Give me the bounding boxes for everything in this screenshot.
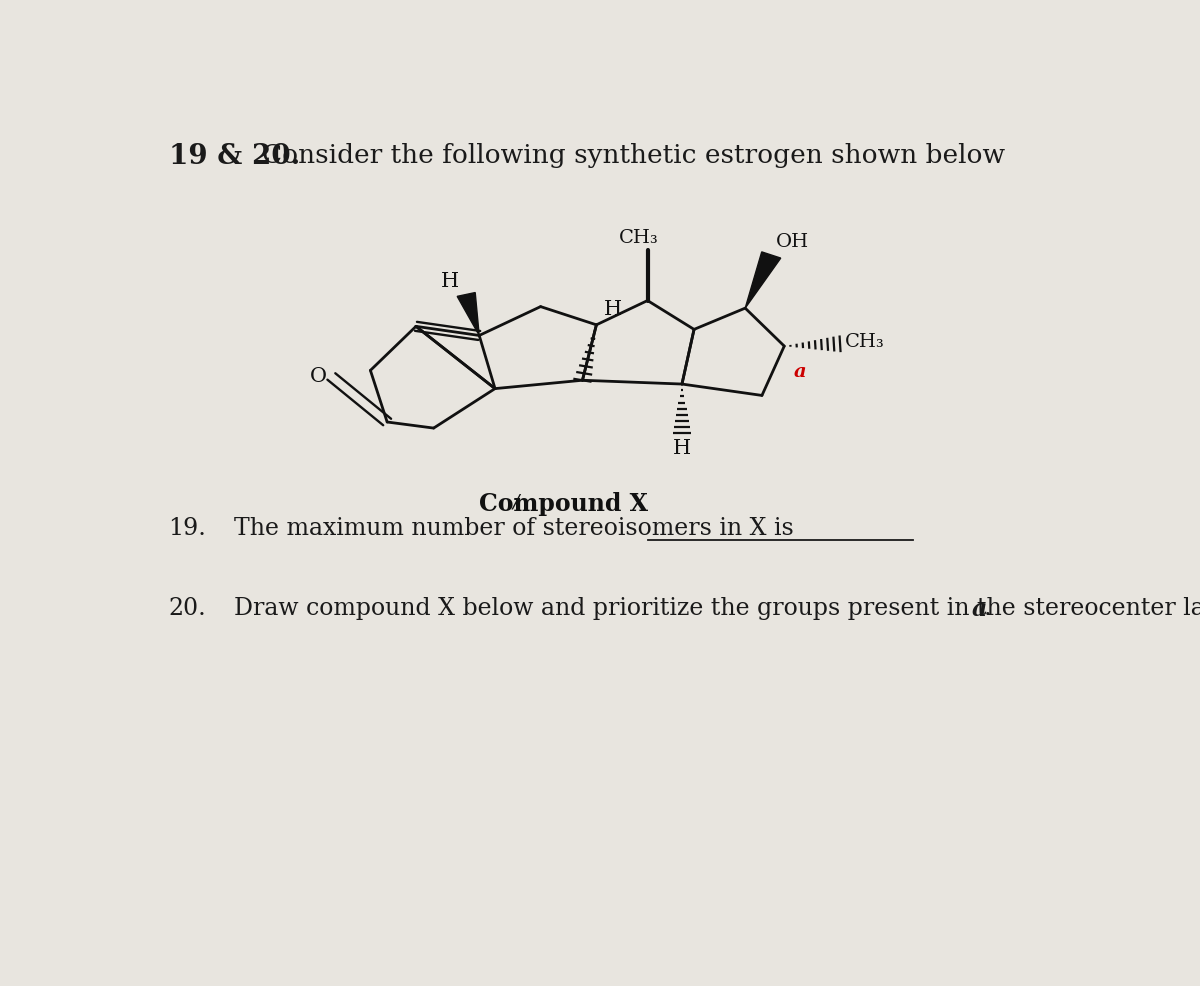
Text: a: a bbox=[793, 363, 806, 381]
Polygon shape bbox=[457, 293, 479, 335]
Text: 19 & 20.: 19 & 20. bbox=[168, 143, 300, 170]
Text: H: H bbox=[673, 440, 691, 458]
Text: 20.: 20. bbox=[168, 597, 206, 619]
Text: CH₃: CH₃ bbox=[618, 229, 658, 246]
Text: CH₃: CH₃ bbox=[845, 333, 884, 351]
Text: H: H bbox=[604, 300, 622, 318]
Text: O: O bbox=[310, 367, 326, 386]
Text: H: H bbox=[440, 272, 458, 291]
Polygon shape bbox=[745, 251, 781, 308]
Text: .: . bbox=[983, 597, 991, 619]
Text: 19.: 19. bbox=[168, 517, 206, 540]
Text: OH: OH bbox=[776, 233, 809, 251]
Text: a: a bbox=[971, 597, 986, 620]
Text: /: / bbox=[512, 493, 520, 512]
Text: Compound X: Compound X bbox=[479, 492, 648, 516]
Text: The maximum number of stereoisomers in X is: The maximum number of stereoisomers in X… bbox=[234, 517, 793, 540]
Text: Draw compound X below and prioritize the groups present in the stereocenter labe: Draw compound X below and prioritize the… bbox=[234, 597, 1200, 619]
Text: Consider the following synthetic estrogen shown below: Consider the following synthetic estroge… bbox=[262, 143, 1004, 168]
